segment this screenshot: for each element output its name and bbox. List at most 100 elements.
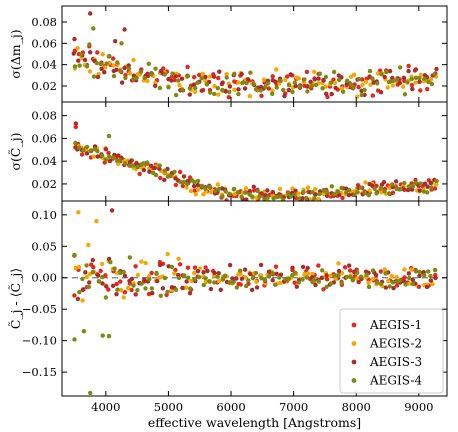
point-aegis-4: [351, 85, 356, 90]
point-aegis-4: [403, 282, 408, 287]
point-aegis-4: [335, 189, 341, 194]
point-aegis-2: [189, 278, 194, 284]
point-aegis-3: [212, 270, 217, 276]
point-aegis-1: [180, 183, 185, 189]
point-aegis-2: [118, 287, 124, 293]
point-aegis-1: [91, 265, 96, 270]
point-aegis-4: [96, 279, 102, 284]
point-aegis-4: [257, 194, 262, 199]
point-aegis-2: [296, 191, 301, 196]
point-aegis-4: [227, 191, 233, 197]
point-aegis-4: [372, 186, 377, 191]
point-aegis-3: [300, 264, 306, 270]
point-aegis-4: [232, 71, 237, 77]
point-aegis-3: [141, 167, 147, 173]
point-aegis-4: [422, 273, 427, 278]
point-aegis-1: [106, 287, 111, 292]
point-aegis-1: [259, 93, 264, 99]
point-aegis-4: [262, 277, 268, 283]
point-aegis-4: [143, 286, 148, 291]
point-aegis-4: [250, 276, 256, 281]
point-aegis-3: [270, 278, 275, 283]
point-aegis-1: [137, 171, 142, 177]
point-aegis-4: [336, 77, 342, 83]
point-aegis-4: [173, 92, 179, 98]
point-aegis-4: [153, 172, 159, 178]
point-aegis-4: [88, 148, 93, 154]
point-aegis-4: [91, 26, 96, 31]
point-aegis-1: [316, 263, 321, 268]
x-tick-label: 7000: [279, 400, 308, 414]
point-aegis-3: [187, 291, 193, 296]
point-aegis-3: [393, 179, 399, 184]
point-aegis-3: [223, 89, 229, 94]
point-aegis-4: [340, 89, 346, 95]
point-aegis-3: [195, 269, 201, 274]
point-aegis-4: [141, 161, 146, 166]
point-aegis-4: [409, 76, 414, 82]
point-aegis-3: [248, 271, 253, 277]
point-aegis-4: [280, 197, 286, 201]
point-aegis-4: [421, 189, 427, 194]
point-aegis-4: [390, 280, 396, 285]
point-aegis-4: [139, 281, 144, 286]
point-aegis-4: [207, 279, 212, 284]
point-aegis-4: [358, 185, 364, 190]
point-aegis-4: [162, 72, 167, 77]
legend-label: AEGIS-2: [369, 337, 422, 351]
point-aegis-4: [193, 85, 198, 91]
point-aegis-4: [90, 270, 96, 275]
point-aegis-4: [405, 80, 410, 85]
point-aegis-4: [248, 70, 253, 75]
point-aegis-2: [385, 85, 390, 90]
point-aegis-4: [384, 69, 389, 75]
point-aegis-4: [332, 69, 337, 75]
point-aegis-3: [114, 67, 119, 73]
point-aegis-3: [100, 281, 105, 286]
point-aegis-4: [81, 329, 87, 334]
point-aegis-4: [410, 281, 415, 287]
point-aegis-3: [82, 57, 88, 63]
point-aegis-1: [342, 265, 348, 270]
point-aegis-3: [72, 36, 77, 42]
point-aegis-3: [180, 285, 185, 291]
point-aegis-2: [413, 80, 418, 85]
legend-marker: [351, 378, 357, 383]
point-aegis-4: [98, 61, 104, 67]
point-aegis-4: [199, 76, 204, 81]
point-aegis-3: [187, 92, 192, 97]
point-aegis-4: [290, 89, 295, 95]
point-aegis-2: [102, 65, 108, 70]
point-aegis-3: [336, 268, 342, 274]
plot-root: 0.02 0.04 0.06 0.08 σ(Δm_j) 0.02 0.04 0.06 0.08 σ…: [8, 5, 448, 430]
point-aegis-4: [157, 163, 162, 168]
point-aegis-3: [324, 91, 329, 97]
point-aegis-4: [130, 163, 136, 168]
point-aegis-4: [432, 267, 438, 273]
point-aegis-4: [339, 280, 344, 285]
point-aegis-4: [195, 80, 200, 85]
legend-label: AEGIS-3: [369, 355, 422, 369]
point-aegis-3: [286, 87, 291, 93]
point-aegis-3: [406, 271, 411, 276]
point-aegis-4: [215, 86, 220, 91]
point-aegis-4: [173, 287, 179, 292]
point-aegis-4: [329, 184, 334, 189]
point-aegis-4: [398, 187, 403, 192]
point-aegis-4: [345, 78, 350, 83]
y-tick-label: 0.05: [31, 239, 57, 253]
point-aegis-4: [328, 80, 334, 85]
point-aegis-4: [238, 268, 243, 273]
point-aegis-2: [216, 92, 221, 97]
point-aegis-3: [242, 267, 248, 272]
point-aegis-3: [155, 278, 160, 284]
point-aegis-4: [88, 390, 93, 396]
point-aegis-1: [111, 56, 116, 61]
point-aegis-3: [422, 181, 428, 186]
points-sigma-C: [72, 121, 439, 201]
point-aegis-4: [199, 183, 205, 188]
point-aegis-4: [410, 184, 416, 189]
point-aegis-2: [402, 267, 407, 272]
point-aegis-4: [110, 155, 116, 160]
point-aegis-2: [203, 78, 208, 83]
